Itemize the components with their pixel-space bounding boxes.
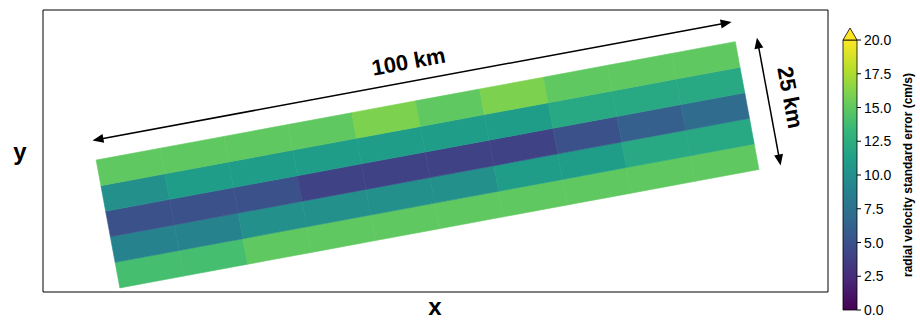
svg-text:12.5: 12.5 <box>864 133 891 149</box>
svg-text:5.0: 5.0 <box>864 235 884 251</box>
svg-text:0.0: 0.0 <box>864 302 884 318</box>
svg-text:2.5: 2.5 <box>864 268 884 284</box>
svg-text:7.5: 7.5 <box>864 201 884 217</box>
svg-text:25 km: 25 km <box>772 65 808 131</box>
svg-text:y: y <box>13 138 27 165</box>
svg-text:17.5: 17.5 <box>864 66 891 82</box>
svg-text:15.0: 15.0 <box>864 100 891 116</box>
svg-text:10.0: 10.0 <box>864 167 891 183</box>
svg-text:radial velocity standard error: radial velocity standard error (cm/s) <box>901 73 915 277</box>
svg-text:x: x <box>428 293 442 320</box>
svg-text:20.0: 20.0 <box>864 32 891 48</box>
svg-text:100 km: 100 km <box>369 42 447 80</box>
